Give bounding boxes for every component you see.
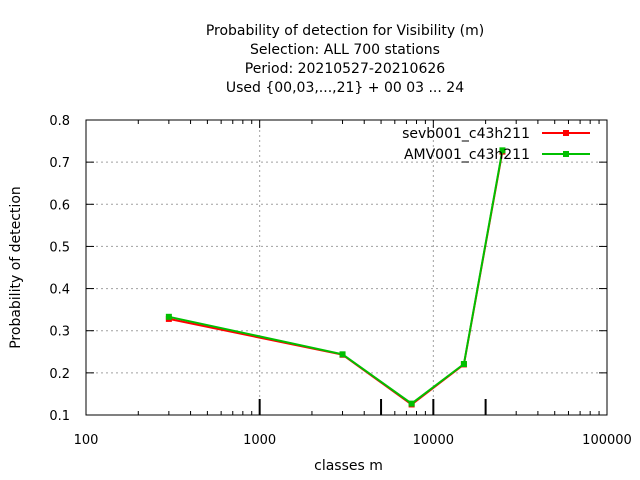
chart-title: Probability of detection for Visibility … (206, 23, 484, 96)
series-point-1 (339, 351, 346, 358)
class-boundaries (258, 399, 487, 415)
y-tick-label: 0.7 (49, 156, 70, 171)
series (165, 147, 506, 408)
x-tick-label: 10000 (413, 433, 454, 448)
y-tick-label: 0.3 (49, 325, 70, 340)
series-point-1 (460, 361, 467, 368)
grid (86, 120, 607, 415)
chart-title-line: Probability of detection for Visibility … (206, 23, 484, 39)
x-tick-label: 100000 (582, 433, 632, 448)
y-tick-label: 0.1 (49, 409, 70, 424)
chart-title-line: Selection: ALL 700 stations (250, 42, 440, 58)
legend: sevb001_c43h211 AMV001_c43h211 (402, 126, 590, 163)
y-tick-labels: 0.1 0.2 0.3 0.4 0.5 0.6 0.7 0.8 (49, 114, 70, 424)
y-tick-label: 0.2 (49, 367, 70, 382)
y-tick-label: 0.5 (49, 240, 70, 255)
x-tick-label: 100 (74, 433, 99, 448)
legend-marker (563, 151, 569, 157)
y-tick-label: 0.8 (49, 114, 70, 129)
plot-frame (85, 119, 608, 416)
series-point-1 (165, 313, 172, 320)
ticks (85, 119, 608, 416)
y-axis-label: Probability of detection (8, 186, 24, 349)
series-point-1 (499, 147, 506, 154)
x-tick-labels: 100 1000 10000 100000 (74, 433, 632, 448)
series-point-1 (408, 400, 415, 407)
chart-title-line: Period: 20210527-20210626 (245, 61, 445, 77)
x-tick-label: 1000 (243, 433, 276, 448)
legend-marker (563, 130, 569, 136)
legend-label: sevb001_c43h211 (402, 126, 530, 142)
chart-title-line: Used {00,03,...,21} + 00 03 ... 24 (226, 80, 464, 96)
y-tick-label: 0.6 (49, 198, 70, 213)
series-line-0 (168, 151, 504, 406)
legend-label: AMV001_c43h211 (404, 147, 530, 163)
series-line-1 (168, 150, 504, 405)
y-tick-label: 0.4 (49, 283, 70, 298)
x-axis-label: classes m (314, 458, 383, 474)
